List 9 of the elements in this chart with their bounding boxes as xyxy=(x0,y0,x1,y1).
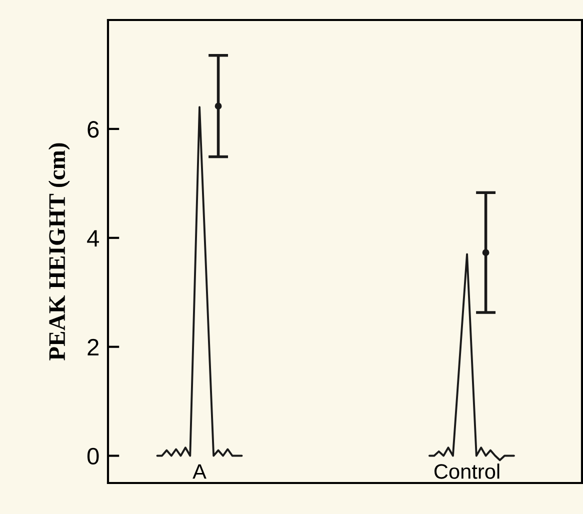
line-series xyxy=(428,253,515,462)
y-tick-label: 2 xyxy=(88,338,98,356)
y-tick-label: 4 xyxy=(87,230,99,246)
x-tick-label: Control xyxy=(434,464,500,479)
y-tick-label: 0 xyxy=(87,448,99,465)
line-series xyxy=(156,106,243,457)
y-axis-title: PEAK HEIGHT (cm) xyxy=(48,143,70,360)
x-tick-label: A xyxy=(192,464,206,479)
y-tick-label: 6 xyxy=(88,121,99,138)
